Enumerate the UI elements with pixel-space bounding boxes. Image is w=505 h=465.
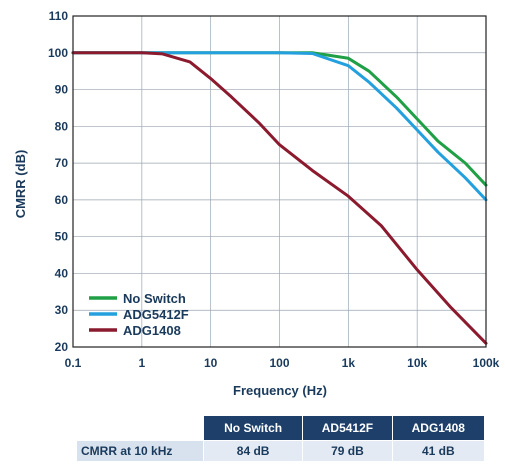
legend-label: ADG5412F [123,307,189,322]
x-tick-label: 100 [269,356,289,370]
x-tick-label: 10k [407,356,427,370]
table-header-ad5412f: AD5412F [302,416,393,441]
y-tick-label: 80 [55,119,69,133]
table-cell-ad5412f: 79 dB [302,440,393,461]
x-tick-label: 1k [342,356,356,370]
x-tick-label: 0.1 [65,356,82,370]
series-layer [71,51,488,345]
series-line-adg1408 [71,51,488,345]
table-cell-adg1408: 41 dB [392,440,486,461]
table-header-row: No Switch AD5412F ADG1408 [77,416,486,441]
table-cell-no-switch: 84 dB [203,440,304,461]
y-tick-label: 100 [48,46,68,60]
y-tick-label: 70 [55,156,69,170]
x-tick-label: 1 [138,356,145,370]
legend-label: No Switch [123,291,186,306]
summary-table: No Switch AD5412F ADG1408 CMRR at 10 kHz… [77,416,486,461]
y-tick-label: 40 [55,266,69,280]
y-tick-label: 30 [55,303,69,317]
series-line-adg5412f [71,51,488,202]
x-tick-label: 10 [204,356,218,370]
cmrr-chart: 0.1 1 10 100 1k 10k 100k2030405060708090100110… [13,9,500,398]
plot-frame [72,15,487,348]
table-row: CMRR at 10 kHz 84 dB 79 dB 41 dB [77,440,486,461]
table-header-no-switch: No Switch [203,416,304,441]
x-tick-label: 100k [473,356,500,370]
y-tick-label: 110 [49,9,69,23]
table-header-adg1408: ADG1408 [392,416,486,441]
y-tick-label: 90 [55,83,69,97]
y-tick-label: 50 [55,230,69,244]
table-row-label: CMRR at 10 kHz [77,440,204,461]
legend-label: ADG1408 [123,323,181,338]
x-axis-label: Frequency (Hz) [233,383,327,398]
y-tick-label: 60 [55,193,69,207]
y-axis-label: CMRR (dB) [13,150,28,219]
table-header-blank [77,416,204,441]
y-tick-label: 20 [55,340,69,354]
